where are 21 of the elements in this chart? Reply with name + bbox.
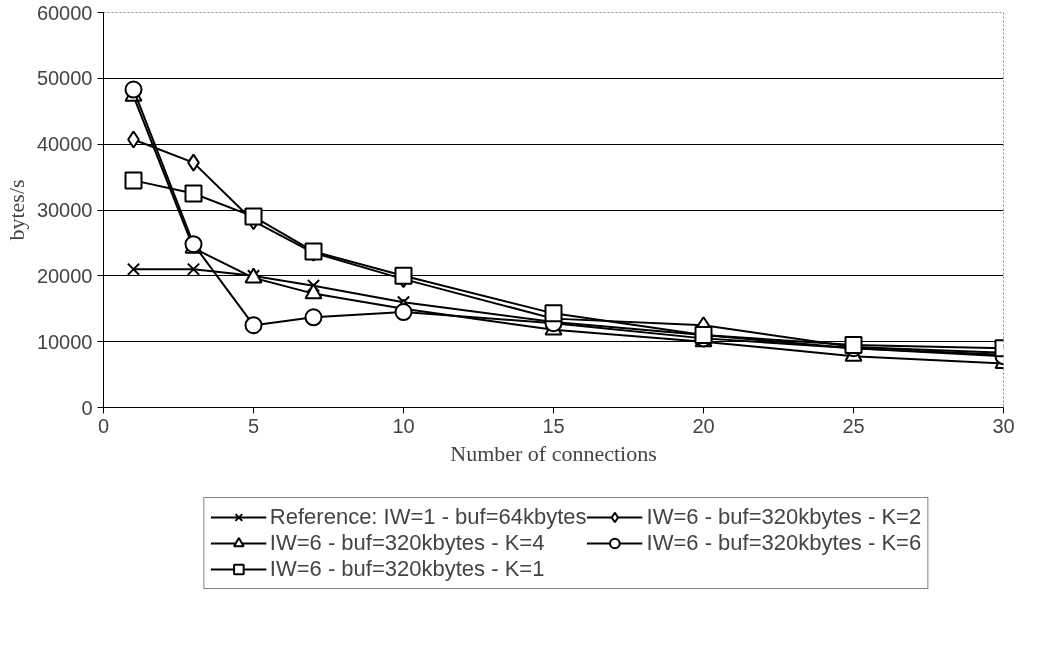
- legend-label: IW=6 - buf=320kbytes - K=1: [269, 556, 545, 582]
- y-tick-label: 60000: [36, 1, 93, 24]
- y-tick-label: 10000: [36, 330, 93, 353]
- legend-label: IW=6 - buf=320kbytes - K=2: [646, 504, 922, 530]
- x-tick-label: 0: [97, 414, 110, 437]
- y-tick-label: 40000: [36, 133, 93, 156]
- y-tick-label: 20000: [36, 264, 93, 287]
- x-tick-label: 20: [692, 414, 715, 437]
- x-tick-label: 15: [542, 414, 565, 437]
- y-tick-label: 0: [81, 396, 93, 419]
- y-axis-title: bytes/s: [3, 179, 29, 241]
- legend-label: IW=6 - buf=320kbytes - K=6: [646, 530, 922, 556]
- legend-label: IW=6 - buf=320kbytes - K=4: [269, 530, 545, 556]
- x-tick-label: 5: [247, 414, 260, 437]
- x-tick-label: 30: [992, 414, 1015, 437]
- y-tick-label: 50000: [36, 67, 93, 90]
- x-tick-label: 25: [842, 414, 865, 437]
- legend-label: Reference: IW=1 - buf=64kbytes: [269, 504, 587, 530]
- y-tick-label: 30000: [36, 199, 93, 221]
- x-tick-label: 10: [392, 414, 415, 437]
- x-axis-title: Number of connections: [450, 440, 657, 466]
